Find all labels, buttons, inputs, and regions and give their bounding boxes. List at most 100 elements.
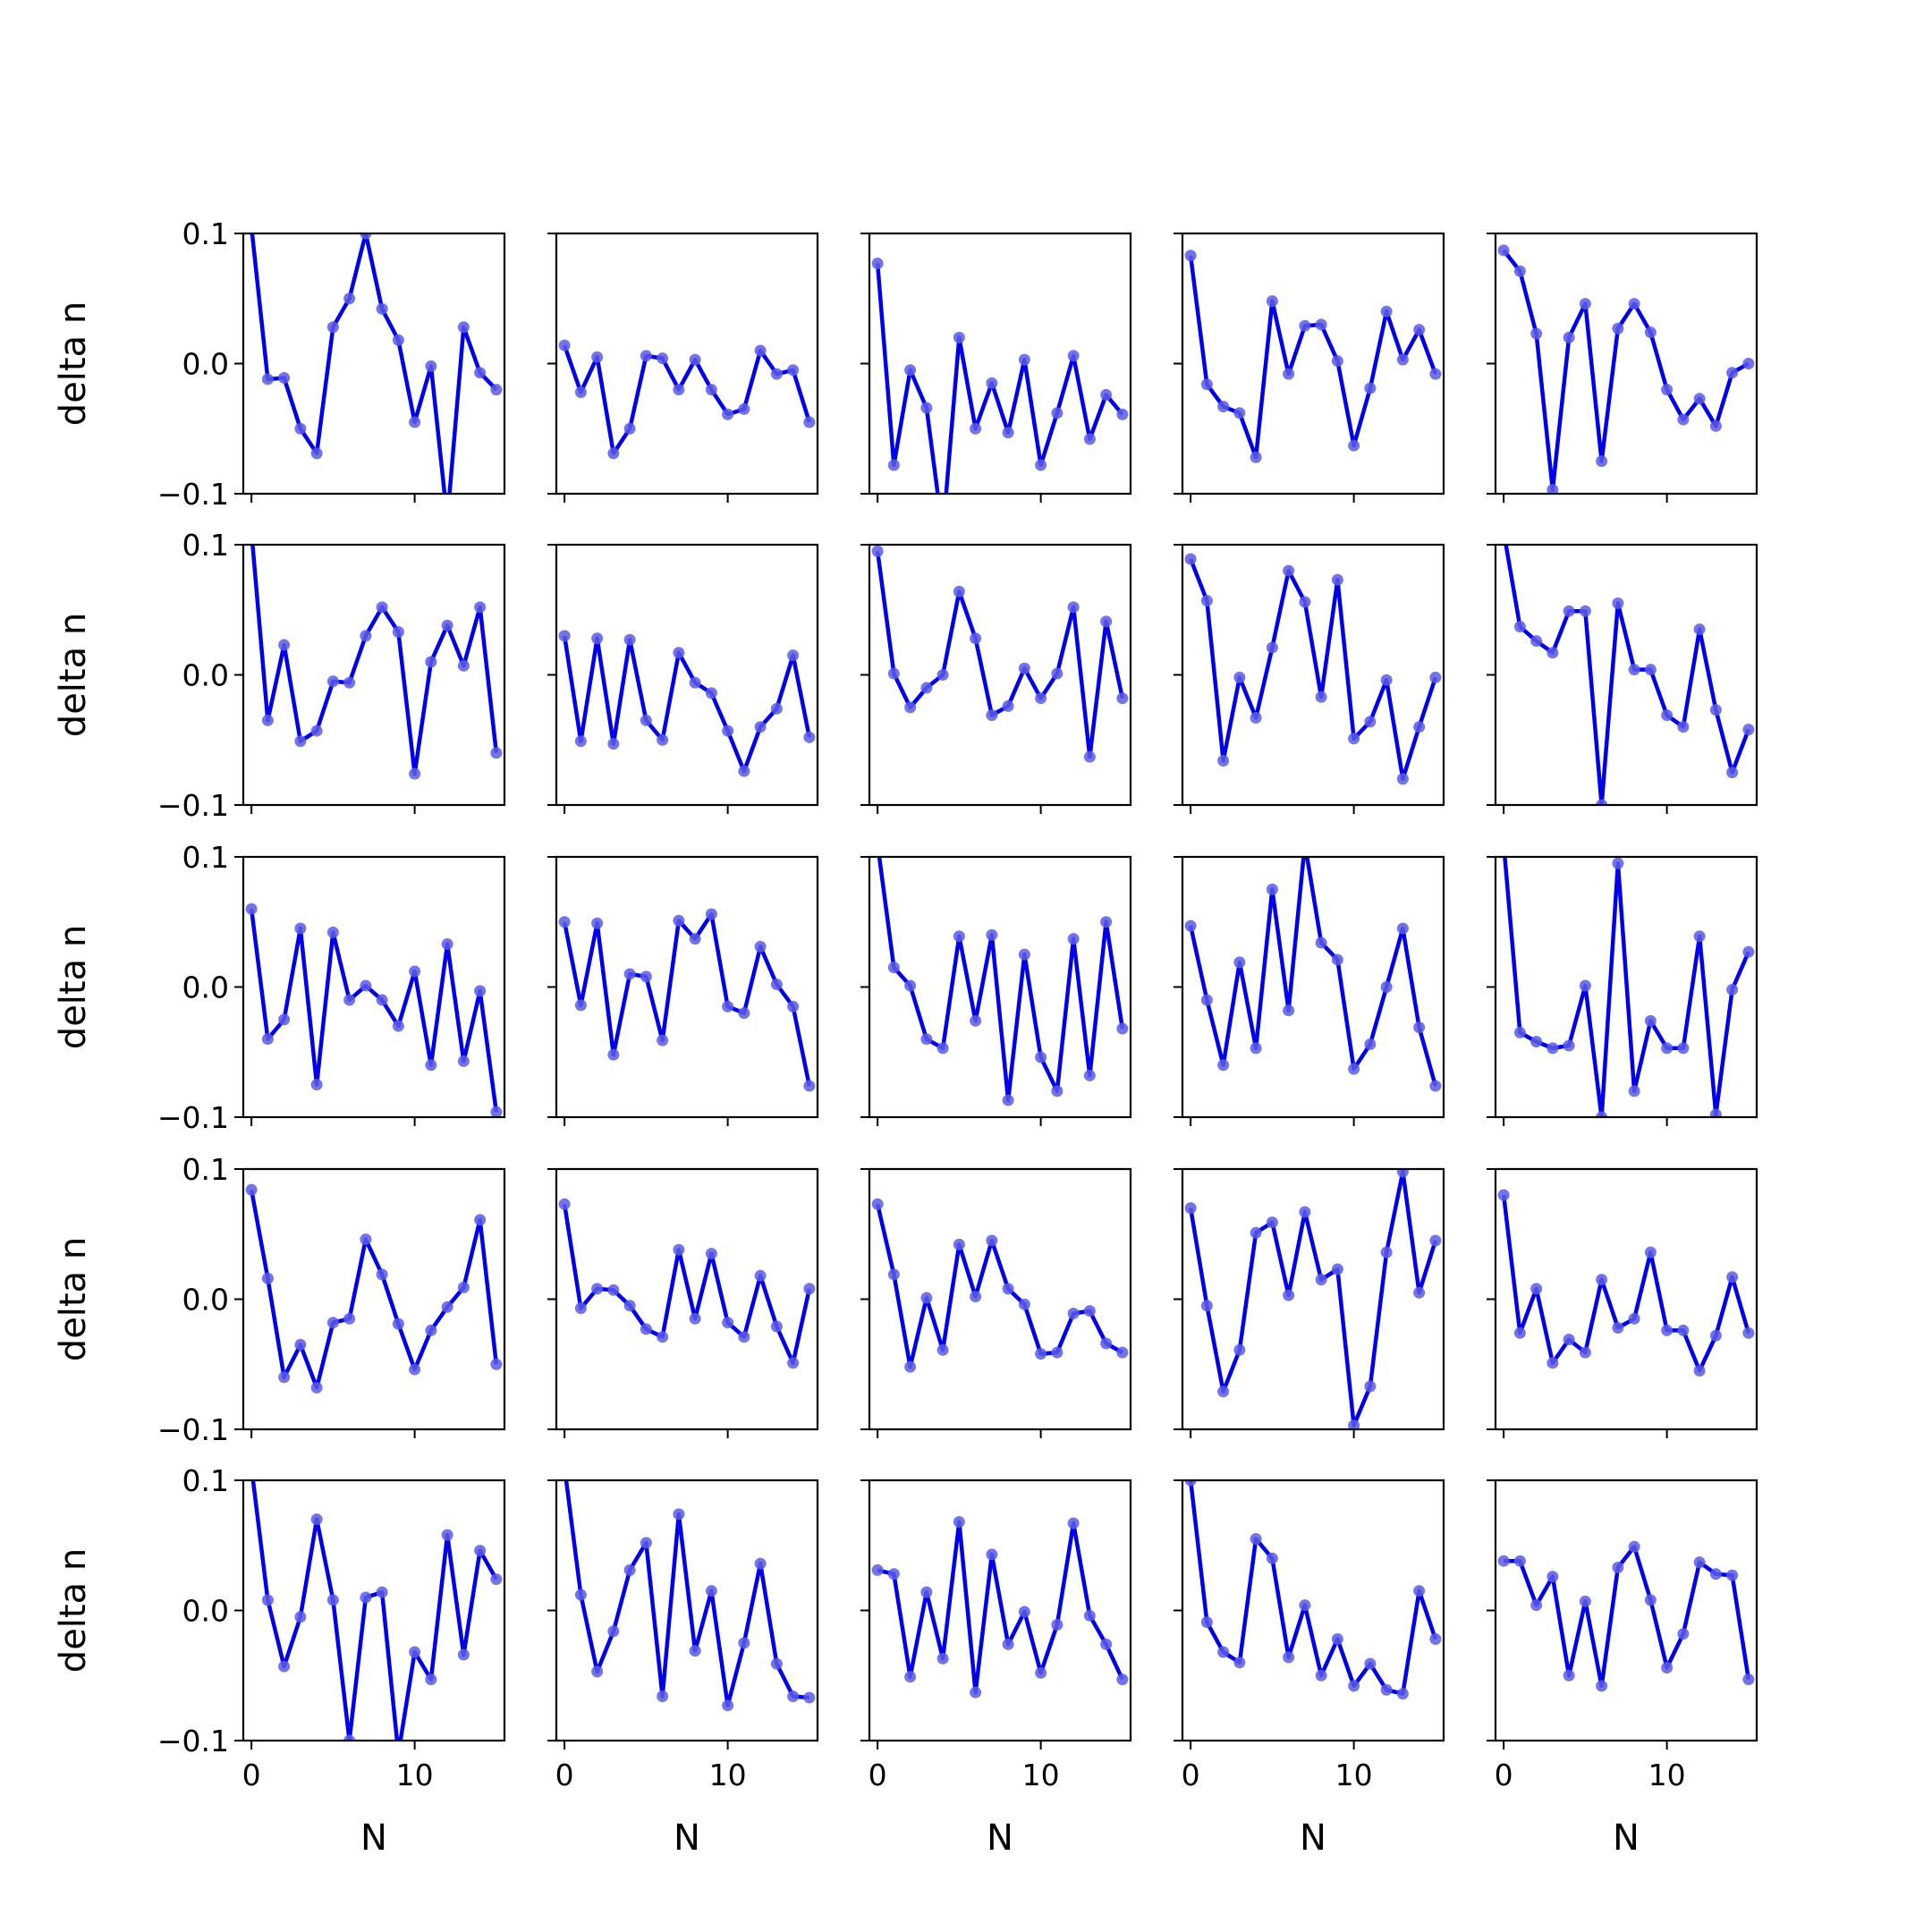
- data-point: [326, 1594, 339, 1606]
- series-group: [558, 630, 816, 777]
- data-point: [657, 733, 669, 746]
- data-point: [722, 1699, 734, 1712]
- data-point: [1429, 1234, 1442, 1247]
- data-point: [425, 1674, 437, 1686]
- data-point: [1612, 322, 1624, 335]
- data-point: [1396, 773, 1409, 785]
- data-point: [490, 1106, 503, 1117]
- data-point: [904, 701, 917, 714]
- data-point: [409, 965, 421, 978]
- data-point: [871, 1198, 884, 1210]
- data-point: [376, 1268, 388, 1281]
- subplot-5-2: 0 10 N: [547, 1479, 819, 1859]
- x-tick-label: 0: [242, 1758, 261, 1792]
- series-line: [564, 1480, 810, 1707]
- subplot-grid: 0.1 0.0 −0.1 delta n 0.1 0.0 −0.1 delta n 0.1 0.0…: [53, 216, 1758, 1859]
- data-point: [425, 656, 437, 668]
- subplot-3-3: [860, 855, 1132, 1126]
- data-point: [640, 1537, 652, 1549]
- x-tick-label: 10: [1022, 1758, 1060, 1792]
- data-point: [1396, 1688, 1409, 1700]
- data-point: [673, 914, 685, 927]
- data-point: [1530, 1599, 1543, 1612]
- data-point: [574, 1589, 587, 1601]
- data-point: [722, 1000, 734, 1013]
- series-group: [1497, 1189, 1755, 1377]
- x-tick-label: 0: [869, 1758, 887, 1792]
- y-tick-label: 0.0: [182, 658, 229, 693]
- data-point: [1396, 922, 1409, 935]
- x-tick-label: 0: [555, 1758, 574, 1792]
- data-point: [705, 1585, 717, 1597]
- data-point: [705, 1248, 717, 1260]
- data-point: [1693, 1556, 1706, 1569]
- data-point: [673, 1243, 685, 1256]
- data-point: [623, 1300, 636, 1312]
- data-point: [936, 669, 949, 681]
- data-point: [1709, 1108, 1722, 1117]
- data-point: [1035, 692, 1047, 705]
- data-point: [326, 926, 339, 938]
- data-point: [1051, 1346, 1063, 1359]
- data-point: [360, 979, 372, 992]
- data-point: [1628, 298, 1640, 310]
- series-line: [875, 550, 1125, 759]
- data-point: [1429, 1633, 1442, 1646]
- data-point: [953, 930, 965, 943]
- y-axis-label: delta n: [53, 1548, 94, 1673]
- data-point: [770, 702, 783, 715]
- data-point: [904, 364, 917, 377]
- data-point: [803, 731, 816, 743]
- series-line: [875, 1203, 1123, 1369]
- data-point: [1116, 1346, 1129, 1359]
- data-point: [1331, 573, 1343, 586]
- data-point: [1083, 433, 1096, 445]
- data-point: [904, 979, 917, 992]
- data-point: [1217, 1646, 1230, 1658]
- data-point: [1579, 605, 1591, 617]
- data-point: [1116, 1022, 1129, 1035]
- data-point: [1364, 382, 1377, 394]
- data-point: [1250, 1226, 1262, 1239]
- data-point: [1596, 799, 1608, 805]
- x-tick-label: 10: [709, 1758, 747, 1792]
- data-point: [392, 1020, 404, 1032]
- data-point: [1726, 1569, 1739, 1581]
- x-tick-label: 10: [396, 1758, 434, 1792]
- series-line: [875, 263, 1124, 494]
- data-point: [591, 1283, 604, 1295]
- data-point: [278, 1660, 291, 1673]
- subplot-2-3: [860, 543, 1132, 814]
- data-point: [441, 937, 453, 950]
- data-point: [1513, 265, 1526, 277]
- data-point: [1266, 295, 1278, 308]
- data-point: [1217, 1059, 1230, 1072]
- data-point: [1530, 327, 1543, 340]
- y-axis-label: delta n: [53, 1237, 94, 1361]
- data-point: [490, 384, 503, 396]
- x-axis-label: N: [360, 1818, 387, 1859]
- series-line: [1504, 545, 1750, 805]
- data-point: [1364, 1380, 1377, 1393]
- data-point: [1035, 459, 1047, 471]
- data-point: [1413, 1585, 1426, 1597]
- data-point: [1546, 484, 1559, 494]
- data-point: [1067, 601, 1080, 614]
- series-line: [877, 857, 1125, 1103]
- data-point: [294, 422, 307, 435]
- data-point: [1364, 1657, 1377, 1670]
- data-point: [1677, 413, 1690, 426]
- data-point: [657, 1690, 669, 1703]
- data-point: [607, 738, 620, 750]
- data-point: [1083, 1069, 1096, 1081]
- y-axis-label: delta n: [53, 925, 94, 1049]
- data-point: [425, 360, 437, 372]
- data-point: [920, 402, 933, 414]
- data-point: [1200, 595, 1213, 607]
- data-point: [1530, 1283, 1543, 1295]
- data-point: [1413, 721, 1426, 733]
- data-point: [326, 675, 339, 688]
- subplot-3-4: [1174, 855, 1445, 1126]
- data-point: [1693, 623, 1706, 636]
- data-point: [689, 933, 701, 945]
